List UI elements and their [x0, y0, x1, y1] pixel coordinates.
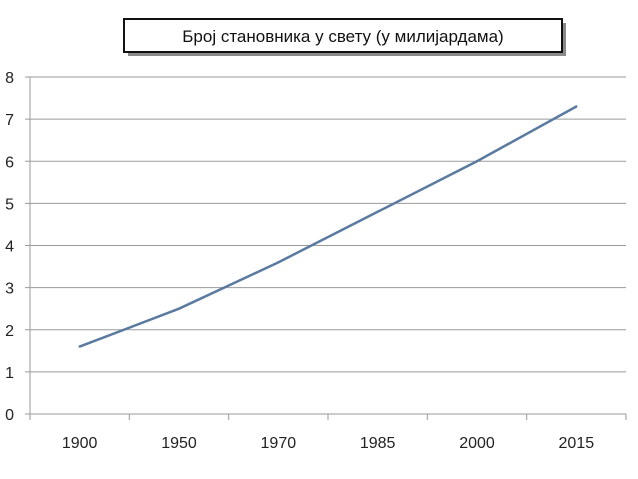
- series: [78, 105, 578, 348]
- data-point: [376, 210, 379, 213]
- axes: 0 1 2 3 4 5 6 7 8 1900 1950 1970 1985 2000 2015: [5, 70, 627, 452]
- x-tick-label: 1970: [261, 435, 297, 452]
- data-point: [277, 261, 280, 264]
- x-tick-label: 2000: [459, 435, 495, 452]
- series-line: [79, 105, 577, 348]
- y-tick-label: 4: [5, 239, 14, 256]
- data-point: [475, 160, 479, 163]
- grid: [30, 76, 626, 373]
- y-tick-label: 6: [5, 154, 14, 171]
- y-tick-label: 2: [5, 323, 14, 340]
- x-tick-label: 1985: [360, 435, 396, 452]
- chart-title-box: Број становника у свету (у милијардама): [123, 18, 566, 56]
- y-tick-label: 0: [5, 407, 14, 424]
- y-tick-label: 5: [5, 196, 14, 213]
- y-tick-label: 8: [5, 70, 14, 87]
- title-border: [123, 18, 563, 53]
- chart-title: Број становника у свету (у милијардама): [182, 27, 503, 46]
- y-tick-label: 3: [5, 281, 14, 298]
- y-tick-label: 1: [5, 365, 14, 382]
- data-point: [78, 345, 81, 348]
- x-tick-label: 1900: [62, 435, 98, 452]
- x-tick-label: 1950: [161, 435, 197, 452]
- x-tick-label: 2015: [559, 435, 595, 452]
- y-tick-label: 7: [5, 112, 14, 129]
- data-point: [177, 307, 181, 310]
- data-point: [575, 105, 578, 108]
